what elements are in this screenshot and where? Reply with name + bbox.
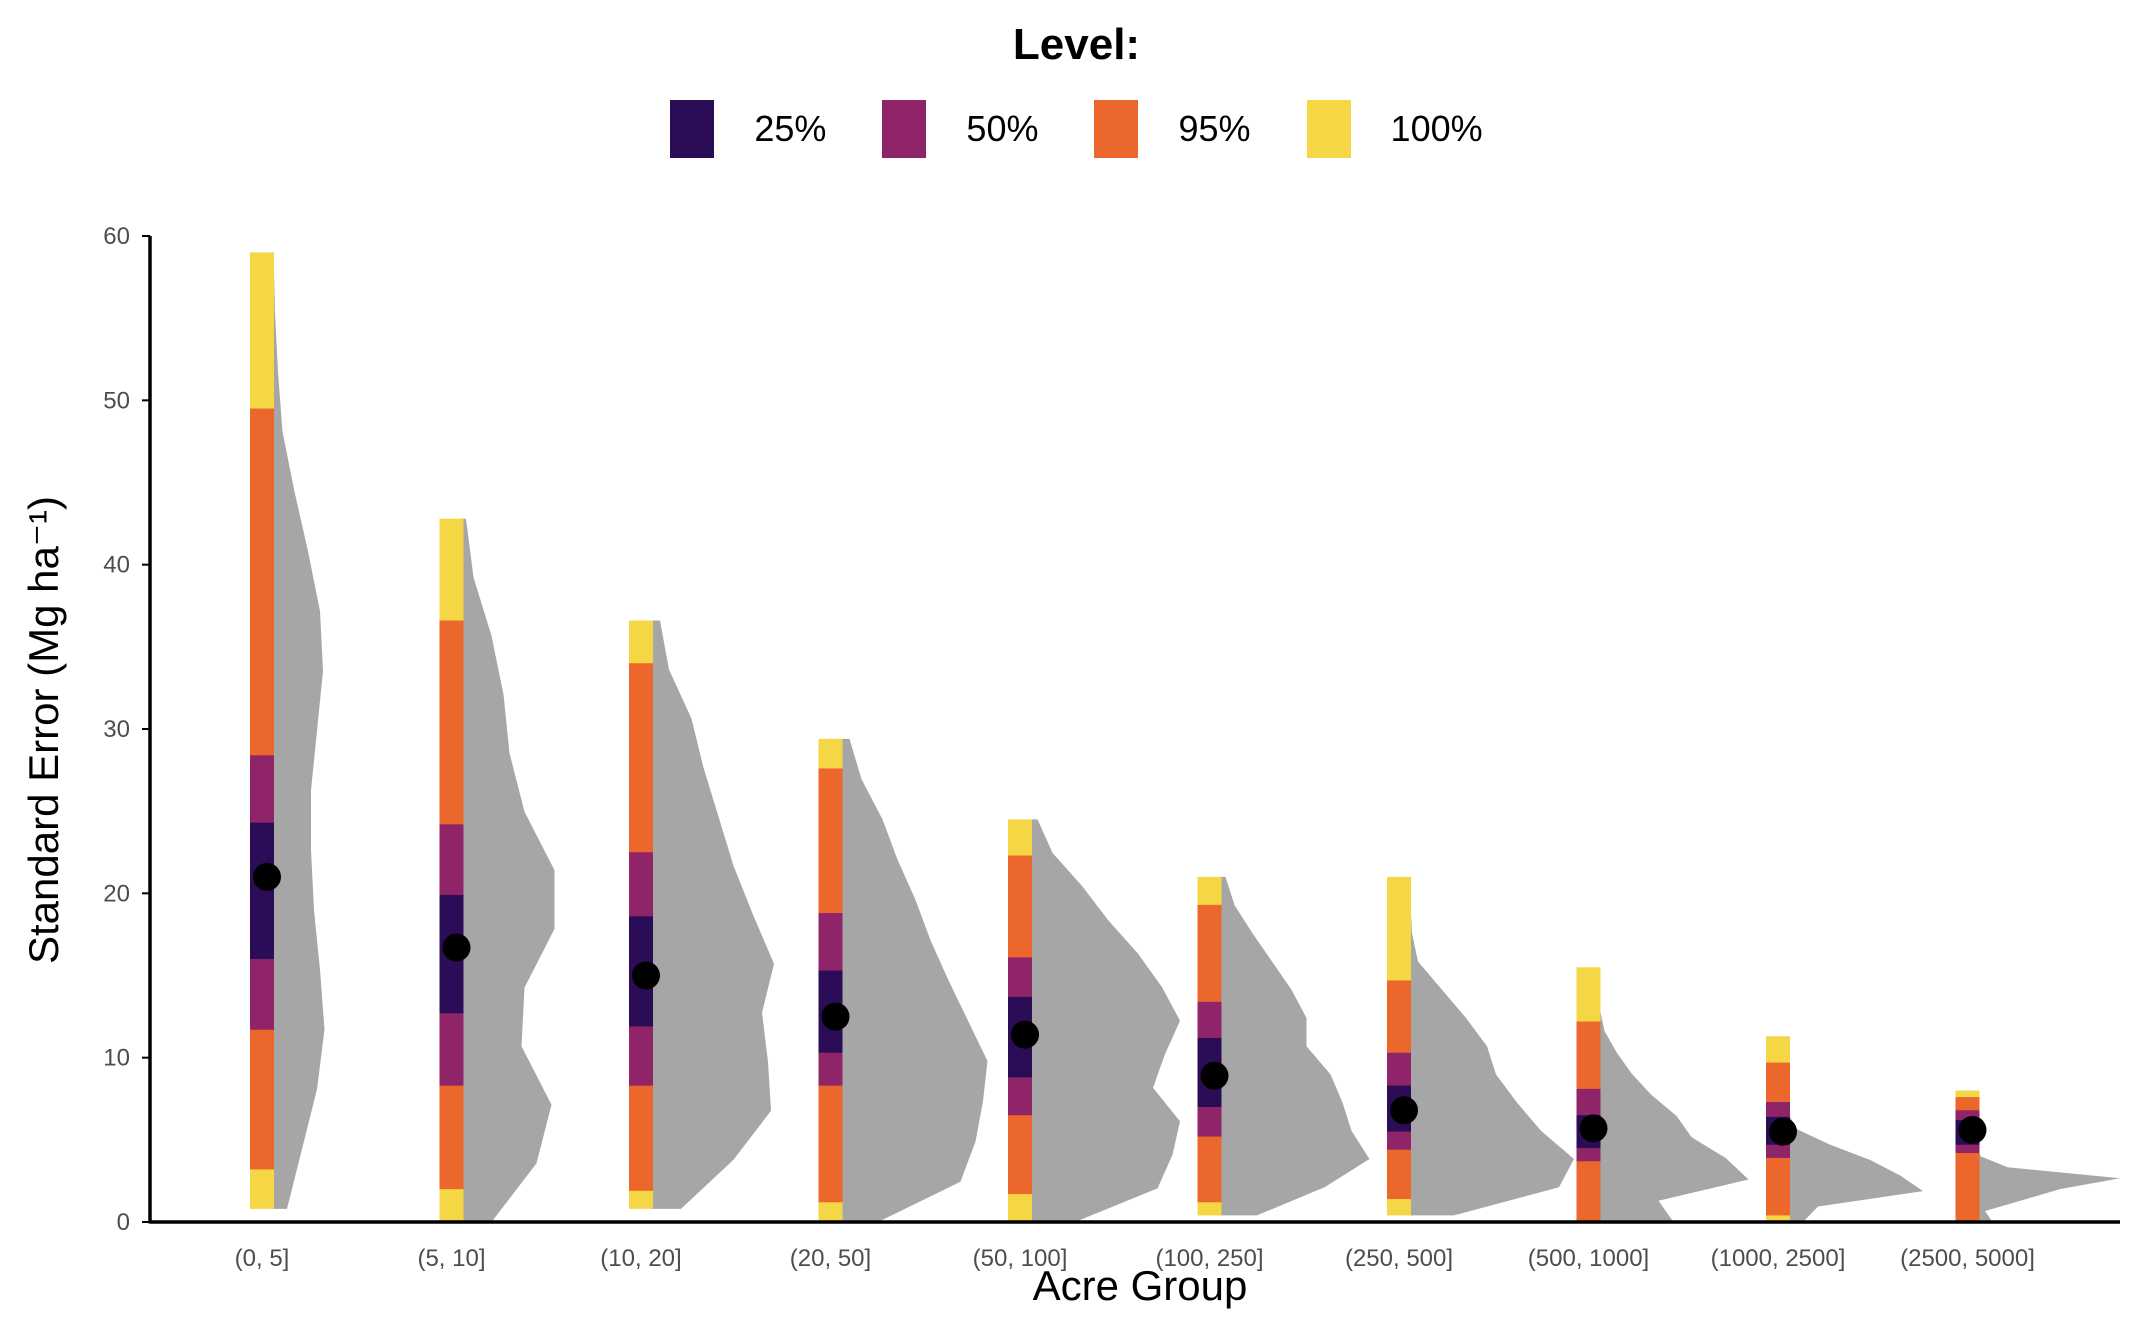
y-tick-label-5: 50 [103, 387, 130, 414]
legend: Level: 25% 50% 95% 100% [0, 0, 2153, 170]
density-shape-1 [461, 518, 555, 1222]
median-point-1 [442, 933, 471, 962]
x-tick-label-1: (5, 10] [417, 1245, 485, 1272]
legend-item-50: 50% [882, 100, 1038, 158]
density-shape-0 [272, 252, 325, 1209]
x-tick-label-2: (10, 20] [600, 1245, 681, 1272]
legend-items: 25% 50% 95% 100% [0, 100, 2153, 158]
legend-swatch-25 [670, 100, 715, 158]
density-shape-6 [1409, 876, 1574, 1216]
legend-swatch-50 [882, 100, 927, 158]
density-shape-9 [1977, 1090, 2120, 1222]
x-tick-label-0: (0, 5] [235, 1245, 290, 1272]
y-tick-label-2: 20 [103, 880, 130, 907]
density-shape-4 [1030, 819, 1180, 1222]
x-tick-label-5: (100, 250] [1155, 1245, 1263, 1272]
legend-title: Level: [1012, 20, 1141, 69]
legend-item-95: 95% [1094, 100, 1251, 158]
x-tick-label-9: (2500, 5000] [1900, 1245, 2035, 1272]
density-shape-5 [1219, 876, 1370, 1216]
median-point-8 [1769, 1117, 1797, 1146]
x-axis-title: Acre Group [1033, 1262, 1248, 1309]
density-shape-8 [1788, 1036, 1923, 1222]
chart-axes: (0, 5] (5, 10] (10, 20] (20, 50] (50, 100] (1… [103, 223, 2120, 1272]
x-tick-label-6: (250, 500] [1345, 1245, 1453, 1272]
median-point-5 [1200, 1061, 1229, 1090]
x-tick-label-7: (500, 1000] [1528, 1245, 1649, 1272]
legend-label-100: 100% [1390, 108, 1483, 149]
y-tick-label-1: 10 [103, 1045, 130, 1072]
y-tick-label-0: 0 [117, 1209, 130, 1236]
chart-marks [250, 252, 2120, 1222]
density-shape-2 [651, 620, 774, 1209]
median-point-2 [632, 961, 660, 990]
x-tick-label-8: (1000, 2500] [1711, 1245, 1846, 1272]
x-tick-label-4: (50, 100] [973, 1245, 1068, 1272]
median-point-9 [1958, 1115, 1987, 1144]
y-tick-label-4: 40 [103, 552, 130, 579]
legend-item-25: 25% [670, 100, 826, 158]
legend-swatch-95 [1094, 100, 1139, 158]
y-tick-label-3: 30 [103, 716, 130, 743]
interval-bar-25-0 [250, 822, 274, 960]
density-shape-3 [840, 738, 988, 1222]
median-point-0 [253, 862, 281, 891]
median-point-6 [1390, 1096, 1418, 1125]
y-axis-title: Standard Error (Mg ha⁻¹) [20, 496, 67, 964]
density-shape-7 [1598, 967, 1749, 1222]
legend-label-25: 25% [754, 108, 827, 149]
median-point-7 [1579, 1114, 1608, 1143]
legend-item-100: 100% [1306, 100, 1483, 158]
legend-label-95: 95% [1178, 108, 1251, 149]
y-tick-label-6: 60 [103, 223, 130, 250]
x-tick-label-3: (20, 50] [790, 1245, 871, 1272]
legend-swatch-100 [1306, 100, 1351, 158]
legend-label-50: 50% [966, 108, 1039, 149]
median-point-4 [1011, 1020, 1039, 1049]
median-point-3 [821, 1002, 850, 1031]
